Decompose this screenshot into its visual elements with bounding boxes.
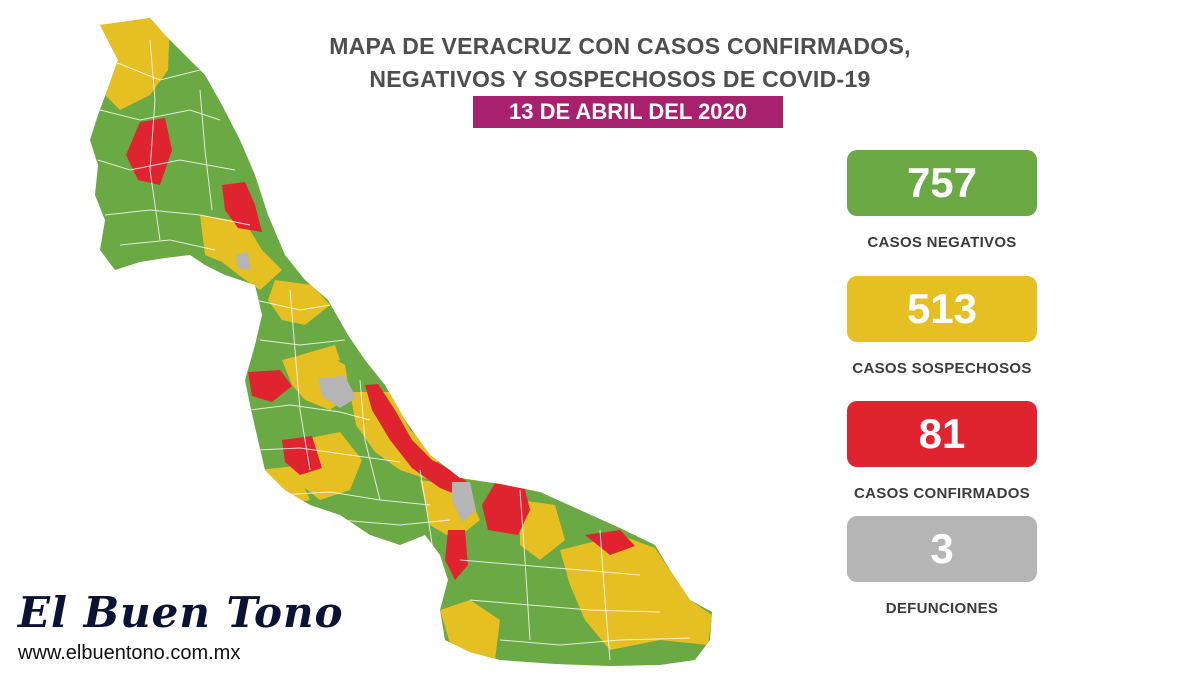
sospechosos-label: CASOS SOSPECHOSOS (852, 360, 1032, 377)
map-defunciones-regions (236, 252, 476, 522)
confirmados-count: 81 (918, 410, 966, 457)
brand-url: www.elbuentono.com.mx (18, 642, 241, 664)
negativos-count-box: 757 (847, 150, 1037, 216)
defunciones-count-box: 3 (847, 516, 1037, 582)
map-municipality-borders (97, 39, 691, 661)
defunciones-label: DEFUNCIONES (885, 600, 999, 617)
date-badge: 13 DE ABRIL DEL 2020 (473, 96, 783, 128)
sospechosos-count: 513 (906, 285, 978, 332)
confirmados-count-box: 81 (847, 401, 1037, 467)
map-confirmados-regions (126, 118, 635, 580)
negativos-count: 757 (906, 159, 978, 206)
map-title-line-1: MAPA DE VERACRUZ CON CASOS CONFIRMADOS, (329, 33, 911, 59)
defunciones-count: 3 (930, 525, 954, 572)
brand-logo: El Buen Tono (18, 588, 344, 637)
map-title-line-2: NEGATIVOS Y SOSPECHOSOS DE COVID-19 (369, 66, 871, 92)
confirmados-label: CASOS CONFIRMADOS (854, 485, 1030, 502)
negativos-label: CASOS NEGATIVOS (867, 234, 1017, 251)
sospechosos-count-box: 513 (847, 276, 1037, 342)
map-title: MAPA DE VERACRUZ CON CASOS CONFIRMADOS, … (270, 30, 970, 96)
veracruz-map (90, 18, 712, 666)
